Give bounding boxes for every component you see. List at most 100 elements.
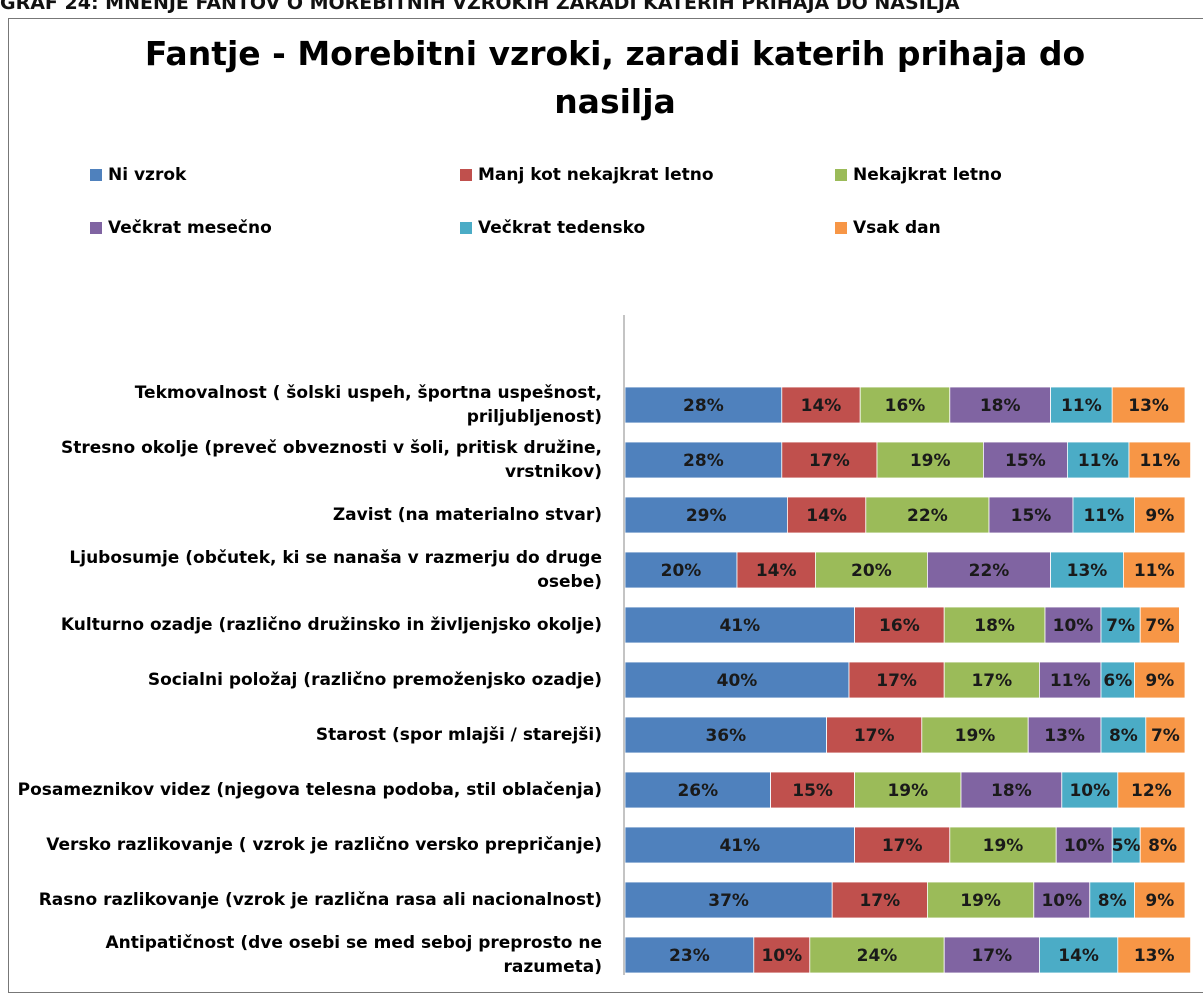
data-label: 10% xyxy=(761,946,802,966)
data-label: 13% xyxy=(1067,561,1108,581)
bar-segment xyxy=(949,826,1057,864)
legend-label: Večkrat mesečno xyxy=(108,218,272,238)
legend-swatch xyxy=(460,169,472,181)
data-label: 19% xyxy=(960,891,1001,911)
bar-segment xyxy=(927,881,1035,919)
legend-label: Večkrat tedensko xyxy=(478,218,645,238)
data-label: 9% xyxy=(1145,891,1174,911)
data-label: 19% xyxy=(955,726,996,746)
legend-swatch xyxy=(90,222,102,234)
category-label: Zavist (na materialno stvar) xyxy=(332,505,602,525)
bar-segment xyxy=(943,606,1046,644)
data-label: 18% xyxy=(991,781,1032,801)
bar-segment xyxy=(624,496,788,534)
category-label: Socialni položaj (različno premoženjsko … xyxy=(147,670,602,690)
data-label: 5% xyxy=(1112,836,1141,856)
bar-segment xyxy=(1117,936,1192,974)
bar-segment xyxy=(1128,441,1191,479)
bar-segment xyxy=(1139,826,1186,864)
bar-segment xyxy=(624,771,772,809)
data-label: 24% xyxy=(857,946,898,966)
bar-segment xyxy=(826,716,923,754)
data-label: 11% xyxy=(1083,506,1124,526)
data-label: 17% xyxy=(809,451,850,471)
bar-segment xyxy=(943,936,1040,974)
bar-segment xyxy=(781,441,878,479)
data-label: 10% xyxy=(1041,891,1082,911)
bar-segment xyxy=(960,771,1063,809)
chart-title: Fantje - Morebitni vzroki, zaradi kateri… xyxy=(144,34,1086,121)
data-label: 10% xyxy=(1064,836,1105,856)
data-label: 7% xyxy=(1145,616,1174,636)
data-label: 10% xyxy=(1053,616,1094,636)
data-label: 11% xyxy=(1134,561,1175,581)
data-label: 11% xyxy=(1061,396,1102,416)
legend-label: Nekajkrat letno xyxy=(853,165,1002,185)
data-label: 20% xyxy=(661,561,702,581)
bar-segment xyxy=(1050,386,1113,424)
data-label: 11% xyxy=(1078,451,1119,471)
bar-segment xyxy=(815,551,928,589)
data-label: 15% xyxy=(1011,506,1052,526)
data-label: 16% xyxy=(885,396,926,416)
bar-segment xyxy=(1145,716,1186,754)
bar-segment xyxy=(624,936,755,974)
data-label: 14% xyxy=(801,396,842,416)
legend-swatch xyxy=(835,222,847,234)
data-label: 13% xyxy=(1044,726,1085,746)
data-label: 17% xyxy=(971,946,1012,966)
data-label: 8% xyxy=(1148,836,1177,856)
data-label: 41% xyxy=(719,836,760,856)
bar-segment xyxy=(1033,881,1091,919)
data-label: 8% xyxy=(1098,891,1127,911)
bar-segment xyxy=(1055,826,1113,864)
bar-segment xyxy=(1139,606,1180,644)
legend-swatch xyxy=(460,222,472,234)
bar-segment xyxy=(983,441,1068,479)
bar-segment xyxy=(848,661,945,699)
bar-segment xyxy=(876,441,984,479)
bar-segment xyxy=(1039,936,1119,974)
bar-segment xyxy=(1100,716,1147,754)
category-label: Posameznikov videz (njegova telesna podo… xyxy=(17,780,602,800)
bar-segment xyxy=(1089,881,1136,919)
data-label: 41% xyxy=(719,616,760,636)
data-label: 20% xyxy=(851,561,892,581)
bar-segment xyxy=(1134,661,1186,699)
data-label: 10% xyxy=(1069,781,1110,801)
data-label: 15% xyxy=(792,781,833,801)
data-label: 16% xyxy=(879,616,920,636)
data-label: 40% xyxy=(717,671,758,691)
bar-segment xyxy=(624,551,738,589)
bar-segment xyxy=(921,716,1029,754)
data-label: 28% xyxy=(683,451,724,471)
category-label: Ljubosumje (občutek, ki se nanaša v razm… xyxy=(69,548,602,592)
category-label: Antipatičnost (dve osebi se med seboj pr… xyxy=(105,933,602,977)
category-label: Starost (spor mlajši / starejši) xyxy=(315,725,602,745)
bar-segment xyxy=(624,386,783,424)
data-label: 15% xyxy=(1005,451,1046,471)
data-label: 6% xyxy=(1103,671,1132,691)
category-label: Rasno razlikovanje (vzrok je različna ra… xyxy=(38,890,602,910)
data-label: 28% xyxy=(683,396,724,416)
bar-segment xyxy=(624,441,783,479)
data-label: 7% xyxy=(1151,726,1180,746)
legend-label: Ni vzrok xyxy=(108,165,187,185)
legend-label: Vsak dan xyxy=(853,218,941,238)
bar-segment xyxy=(949,386,1051,424)
data-label: 37% xyxy=(708,891,749,911)
category-label: Tekmovalnost ( šolski uspeh, športna usp… xyxy=(134,383,602,427)
bar-segment xyxy=(1111,826,1141,864)
data-label: 17% xyxy=(854,726,895,746)
data-label: 23% xyxy=(669,946,710,966)
bar-segment xyxy=(624,606,856,644)
category-label: Stresno okolje (preveč obveznosti v šoli… xyxy=(61,438,602,482)
bar-segment xyxy=(1134,496,1186,534)
bar-segment xyxy=(624,881,833,919)
data-label: 12% xyxy=(1131,781,1172,801)
data-label: 17% xyxy=(971,671,1012,691)
data-label: 11% xyxy=(1050,671,1091,691)
bar-segment xyxy=(865,496,990,534)
bar-segment xyxy=(1100,606,1141,644)
bar-segment xyxy=(1100,661,1135,699)
